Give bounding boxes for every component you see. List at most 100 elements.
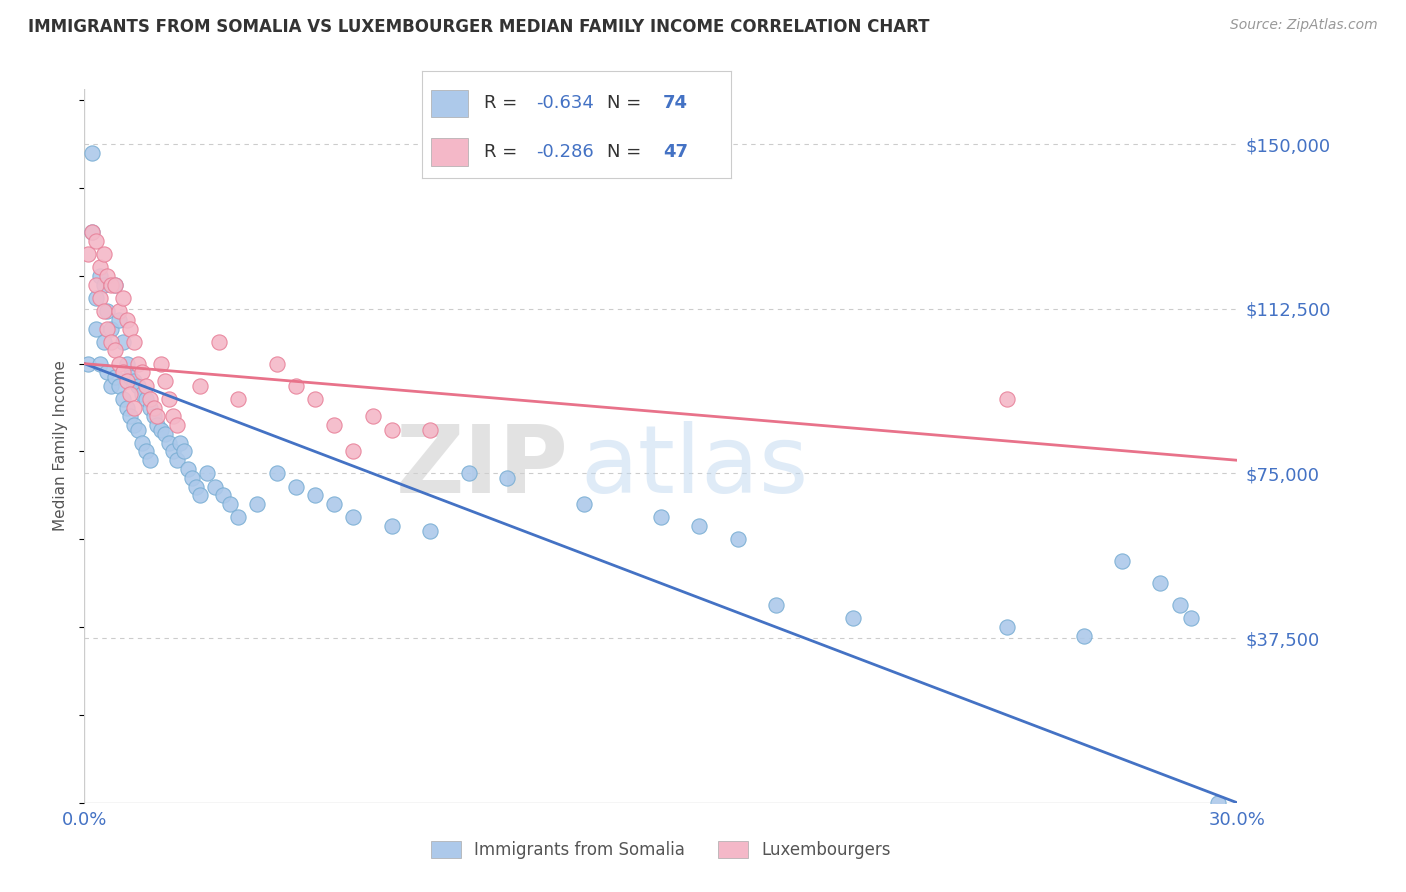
Point — [111, 291, 134, 305]
Point — [188, 488, 211, 502]
Point — [995, 392, 1018, 406]
Text: atlas: atlas — [581, 421, 808, 514]
Point — [284, 480, 307, 494]
Point — [419, 524, 441, 538]
Point — [120, 369, 142, 384]
Point — [181, 471, 204, 485]
Point — [342, 510, 364, 524]
Point — [115, 312, 138, 326]
Point — [127, 357, 149, 371]
Point — [166, 418, 188, 433]
Point — [108, 304, 131, 318]
Point — [108, 378, 131, 392]
Point — [89, 268, 111, 283]
Point — [100, 378, 122, 392]
Point — [842, 611, 865, 625]
Point — [80, 225, 103, 239]
Point — [127, 423, 149, 437]
Point — [89, 291, 111, 305]
Point — [96, 304, 118, 318]
Point — [208, 334, 231, 349]
Point — [1206, 796, 1229, 810]
Point — [381, 423, 404, 437]
Point — [77, 247, 100, 261]
Point — [115, 374, 138, 388]
Point — [266, 357, 288, 371]
Point — [120, 409, 142, 424]
Point — [80, 145, 103, 160]
Point — [124, 418, 146, 433]
Y-axis label: Median Family Income: Median Family Income — [53, 360, 69, 532]
Point — [457, 467, 479, 481]
Point — [104, 277, 127, 292]
Point — [361, 409, 384, 424]
Point — [304, 392, 326, 406]
Point — [162, 444, 184, 458]
Point — [995, 620, 1018, 634]
Text: Source: ZipAtlas.com: Source: ZipAtlas.com — [1230, 18, 1378, 32]
FancyBboxPatch shape — [432, 137, 468, 166]
FancyBboxPatch shape — [432, 89, 468, 118]
Point — [115, 357, 138, 371]
Text: N =: N = — [607, 95, 647, 112]
Point — [84, 277, 107, 292]
Point — [131, 366, 153, 380]
Point — [93, 277, 115, 292]
Point — [96, 268, 118, 283]
Point — [419, 423, 441, 437]
Point — [188, 378, 211, 392]
Point — [342, 444, 364, 458]
Point — [150, 423, 173, 437]
Point — [104, 277, 127, 292]
Point — [650, 510, 672, 524]
Point — [246, 497, 269, 511]
Point — [127, 378, 149, 392]
Point — [135, 378, 157, 392]
Point — [1149, 576, 1171, 591]
Point — [226, 392, 249, 406]
Point — [150, 357, 173, 371]
Text: N =: N = — [607, 143, 647, 161]
Point — [169, 435, 191, 450]
Point — [323, 418, 346, 433]
Point — [323, 497, 346, 511]
Point — [100, 321, 122, 335]
Point — [115, 401, 138, 415]
Point — [93, 334, 115, 349]
Legend: Immigrants from Somalia, Luxembourgers: Immigrants from Somalia, Luxembourgers — [425, 834, 897, 866]
Point — [120, 321, 142, 335]
Point — [104, 369, 127, 384]
Point — [142, 409, 165, 424]
Point — [96, 321, 118, 335]
Point — [138, 453, 160, 467]
Text: R =: R = — [484, 143, 523, 161]
Point — [572, 497, 595, 511]
Point — [184, 480, 207, 494]
Point — [93, 247, 115, 261]
Point — [77, 357, 100, 371]
Point — [89, 260, 111, 274]
Point — [135, 444, 157, 458]
Point — [146, 418, 169, 433]
Point — [104, 343, 127, 358]
Point — [1111, 554, 1133, 568]
Point — [688, 519, 710, 533]
Point — [131, 387, 153, 401]
Point — [157, 435, 180, 450]
Point — [304, 488, 326, 502]
Point — [135, 392, 157, 406]
Point — [111, 392, 134, 406]
Point — [204, 480, 226, 494]
Point — [84, 321, 107, 335]
Point — [93, 304, 115, 318]
Point — [1180, 611, 1202, 625]
Point — [100, 334, 122, 349]
Point — [166, 453, 188, 467]
Point — [89, 357, 111, 371]
Point — [211, 488, 233, 502]
Text: 74: 74 — [664, 95, 688, 112]
Point — [177, 462, 200, 476]
Point — [284, 378, 307, 392]
Text: ZIP: ZIP — [395, 421, 568, 514]
Point — [153, 374, 176, 388]
